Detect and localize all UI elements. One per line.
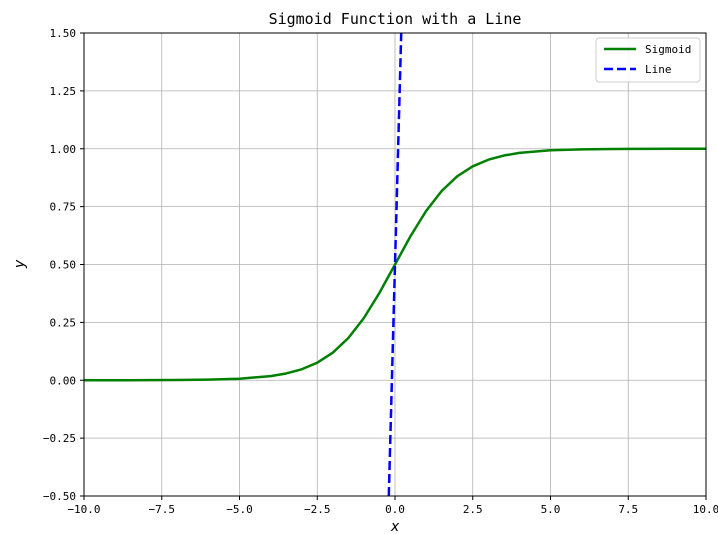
y-tick-label: 0.00	[50, 374, 77, 387]
y-tick-label: 0.75	[50, 201, 77, 214]
y-tick-label: −0.25	[43, 432, 76, 445]
x-tick-label: −7.5	[149, 503, 176, 516]
x-tick-label: 0.0	[385, 503, 405, 516]
x-tick-label: −2.5	[304, 503, 331, 516]
x-tick-label: 5.0	[541, 503, 561, 516]
y-axis-label: y	[12, 259, 28, 269]
y-tick-label: 1.00	[50, 143, 77, 156]
x-tick-label: −10.0	[67, 503, 100, 516]
legend-label-line: Line	[645, 63, 672, 76]
x-tick-label: 10.0	[693, 503, 718, 516]
plot-lines	[84, 33, 706, 496]
y-tick-label: 0.50	[50, 259, 77, 272]
x-axis-label: x	[390, 519, 400, 534]
chart-title: Sigmoid Function with a Line	[269, 10, 522, 28]
y-tick-label: 1.25	[50, 85, 77, 98]
series-line-line	[387, 33, 403, 496]
x-tick-label: 2.5	[463, 503, 483, 516]
legend-label-sigmoid: Sigmoid	[645, 43, 691, 56]
legend: Sigmoid Line	[595, 37, 701, 83]
x-tick-label: 7.5	[618, 503, 638, 516]
x-ticks: −10.0 −7.5 −5.0 −2.5 0.0 2.5 5.0 7.5 10.0	[67, 496, 718, 516]
x-tick-label: −5.0	[226, 503, 253, 516]
y-tick-label: 1.50	[50, 27, 77, 40]
y-ticks: −0.50 −0.25 0.00 0.25 0.50 0.75 1.00 1.25 1.50	[43, 27, 84, 503]
y-tick-label: −0.50	[43, 490, 76, 503]
y-tick-label: 0.25	[50, 316, 77, 329]
series-line-sigmoid	[84, 147, 706, 382]
